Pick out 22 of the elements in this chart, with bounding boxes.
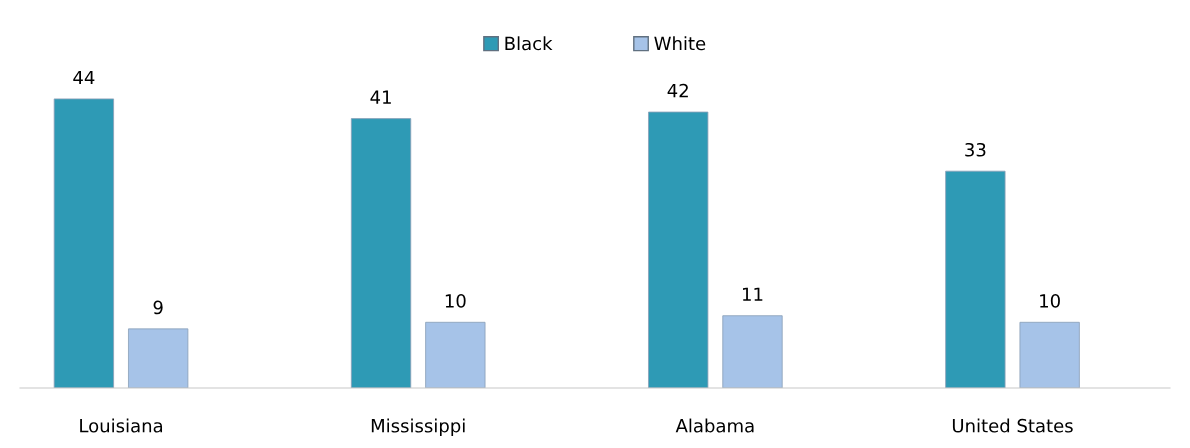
data-label: 11 bbox=[742, 287, 763, 301]
data-label: 41 bbox=[370, 90, 391, 104]
bar bbox=[53, 98, 115, 388]
bar bbox=[648, 111, 709, 388]
bar bbox=[1019, 321, 1080, 388]
bar bbox=[350, 118, 412, 388]
x-tick-label: Louisiana bbox=[80, 418, 163, 433]
x-tick-label: Alabama bbox=[675, 418, 754, 433]
x-tick-label: Mississippi bbox=[371, 418, 465, 437]
data-label: 10 bbox=[1040, 294, 1060, 308]
data-label: 9 bbox=[153, 300, 163, 315]
legend-label: White bbox=[654, 36, 706, 51]
data-label: 42 bbox=[667, 83, 688, 98]
data-label: 33 bbox=[965, 142, 986, 157]
bar bbox=[128, 328, 189, 388]
legend-label: Black bbox=[505, 36, 553, 51]
bar bbox=[945, 170, 1006, 388]
bar bbox=[722, 315, 783, 388]
bar bbox=[425, 321, 486, 388]
data-label: 10 bbox=[445, 294, 466, 308]
data-label: 44 bbox=[73, 70, 95, 85]
x-tick-label: United States bbox=[952, 418, 1073, 433]
